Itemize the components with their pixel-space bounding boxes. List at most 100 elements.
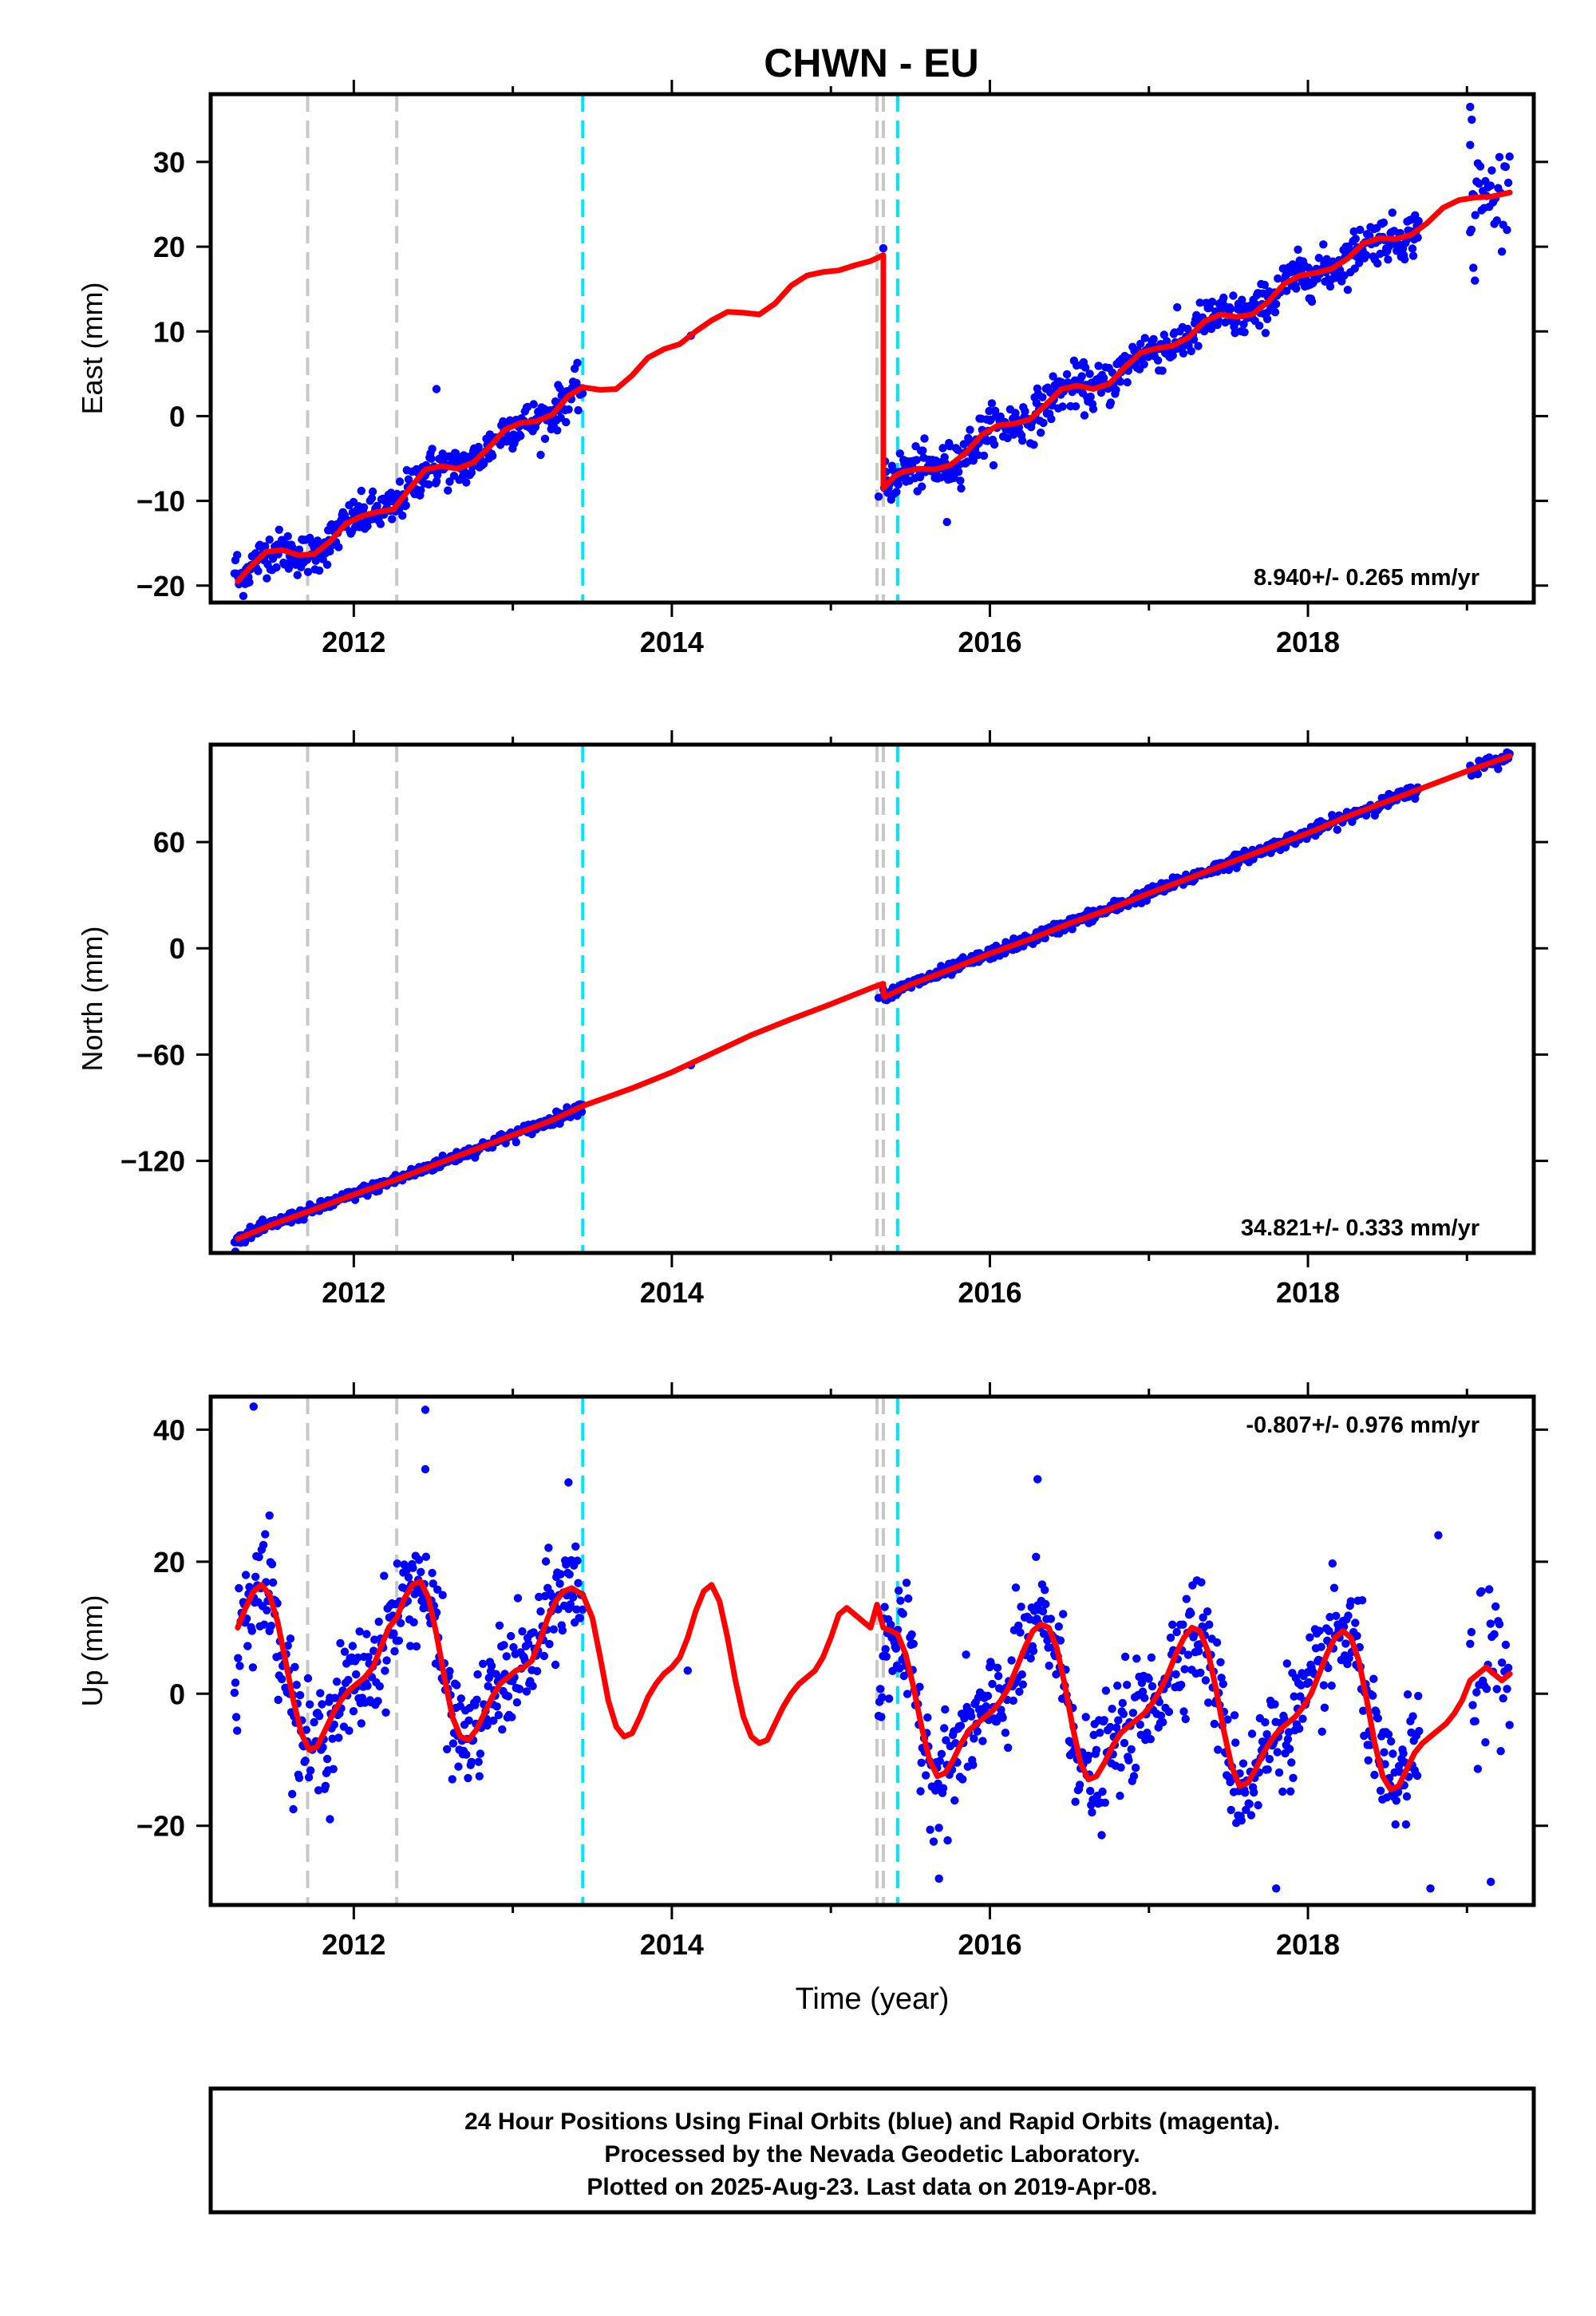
model-curve [235, 1103, 586, 1242]
observation-point [1393, 1788, 1403, 1796]
rate-label: 8.940+/- 0.265 mm/yr [1254, 565, 1479, 591]
observation-point [1182, 1595, 1191, 1603]
observation-point [357, 486, 365, 496]
observation-point [235, 1583, 243, 1593]
observation-point [938, 1784, 948, 1792]
observation-point [1156, 1711, 1166, 1720]
observation-point [1029, 441, 1038, 449]
observation-point [942, 1736, 950, 1745]
observation-point [301, 1757, 310, 1765]
observation-point [500, 1641, 508, 1650]
observation-point [1286, 1787, 1295, 1796]
observation-point [1226, 304, 1235, 314]
observation-point [1315, 1626, 1324, 1635]
observation-point [1204, 1698, 1213, 1707]
x-tick-label: 2012 [322, 1928, 385, 1961]
observation-point [404, 1573, 413, 1582]
observations-east [230, 102, 1514, 600]
observation-point [231, 1678, 240, 1687]
observation-point [1329, 1583, 1339, 1592]
observation-point [929, 1837, 938, 1846]
observation-point [268, 1578, 278, 1587]
observation-point [1260, 280, 1270, 290]
observation-point [912, 456, 921, 464]
observation-point [1254, 1800, 1262, 1810]
observation-point [934, 1874, 943, 1883]
observation-point [1357, 1596, 1367, 1605]
observation-point [1426, 1884, 1435, 1893]
observation-point [988, 1679, 997, 1689]
observation-point [1033, 1475, 1042, 1484]
observation-point [306, 1766, 315, 1775]
observation-point [1341, 1639, 1350, 1648]
observation-point [578, 1605, 587, 1614]
observation-point [1205, 1620, 1214, 1629]
observation-point [1497, 1658, 1507, 1667]
observation-point [1361, 251, 1371, 259]
observation-point [1471, 211, 1479, 219]
observation-point [1364, 1756, 1373, 1765]
observation-point [1138, 1687, 1148, 1696]
y-tick-label: −120 [120, 1145, 185, 1178]
observation-point [1041, 1586, 1049, 1595]
observation-point [263, 1606, 271, 1615]
observation-point [303, 1674, 313, 1683]
observation-point [882, 1652, 891, 1661]
observation-point [1401, 1820, 1411, 1829]
observation-point [1113, 1682, 1122, 1690]
observation-point [1153, 356, 1163, 365]
x-tick-label: 2018 [1276, 1928, 1340, 1961]
observation-point [1096, 1729, 1104, 1737]
observation-point [1116, 1763, 1125, 1772]
observation-point [1319, 1681, 1329, 1690]
observation-point [1017, 1670, 1026, 1679]
observation-point [389, 1629, 398, 1638]
observation-point [1503, 1685, 1511, 1694]
observation-point [1496, 1747, 1505, 1756]
observation-point [375, 1682, 384, 1691]
observations-north [230, 748, 1514, 1253]
observation-point [1499, 1694, 1507, 1703]
observation-point [1273, 1748, 1282, 1757]
observation-point [934, 1824, 943, 1832]
observation-point [954, 468, 963, 476]
observation-point [245, 1583, 254, 1591]
y-tick-label: 60 [153, 826, 185, 859]
observation-point [513, 1594, 523, 1603]
observation-point [553, 426, 562, 435]
observation-point [1320, 1703, 1329, 1712]
observation-point [421, 1464, 430, 1474]
observation-point [1100, 1716, 1108, 1725]
observation-point [1261, 1717, 1270, 1727]
observation-point [1468, 115, 1476, 124]
observation-point [1172, 1627, 1181, 1637]
observation-point [1007, 1656, 1016, 1665]
observation-point [547, 1592, 556, 1601]
observation-point [1238, 295, 1246, 304]
observation-point [1194, 342, 1203, 350]
observation-point [536, 450, 545, 460]
model-offset [874, 1603, 887, 1629]
observation-point [1317, 1727, 1326, 1736]
observation-point [1412, 1771, 1422, 1780]
observation-point [1021, 407, 1029, 416]
observation-point [388, 515, 397, 524]
observation-point [573, 1556, 582, 1565]
observation-point [1127, 1745, 1136, 1754]
observation-point [1373, 1713, 1383, 1723]
observation-point [1210, 1719, 1219, 1729]
observation-point [989, 460, 998, 470]
observation-point [1123, 1681, 1132, 1690]
observation-point [512, 1138, 520, 1147]
observation-point [484, 1674, 493, 1682]
observation-point [1058, 402, 1067, 411]
observation-point [528, 1682, 537, 1690]
observation-point [480, 459, 488, 468]
observation-point [878, 1693, 887, 1701]
observation-point [1018, 1680, 1028, 1689]
observation-point [1270, 1700, 1279, 1709]
observation-point [315, 566, 324, 575]
observation-point [549, 1625, 559, 1634]
observation-point [571, 1542, 580, 1551]
x-tick-label: 2014 [640, 1276, 704, 1309]
